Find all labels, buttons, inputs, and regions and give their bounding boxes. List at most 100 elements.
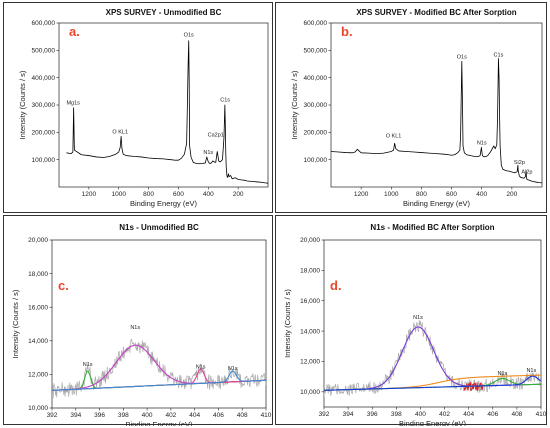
y-tick-label: 10,000	[28, 405, 48, 412]
peak-annotation: N1s	[196, 365, 206, 371]
panel-label: c.	[58, 278, 69, 293]
y-tick-label: 12,000	[28, 372, 48, 379]
peak-annotation: O1s	[457, 55, 467, 61]
x-tick-label: 396	[367, 411, 378, 418]
peak-annotation: N1s	[526, 368, 536, 374]
peak-annotation: N1s	[477, 141, 487, 147]
plot-frame	[51, 239, 267, 409]
x-tick-label: 398	[118, 412, 129, 419]
y-tick-label: 10,000	[300, 389, 320, 396]
y-tick-label: 20,000	[300, 237, 320, 244]
x-tick-label: 410	[536, 411, 547, 418]
panel-label: b.	[341, 24, 353, 39]
peak-annotation: O KL1	[112, 130, 128, 136]
x-tick-label: 400	[142, 412, 153, 419]
peak-annotation: N1s	[498, 371, 508, 377]
y-tick-label: 100,000	[304, 157, 328, 164]
x-axis-label: Binding Energy (eV)	[130, 199, 198, 208]
peak-annotation: C1s	[494, 52, 504, 58]
plot-frame	[330, 22, 543, 188]
x-tick-label: 200	[506, 191, 517, 198]
peak-annotation: N1s	[228, 366, 238, 372]
y-tick-label: 20,000	[28, 237, 48, 244]
peak-annotation: O KL1	[386, 133, 402, 139]
chart-a: XPS SURVEY - Unmodified BC 1200 1000 800 600…	[18, 8, 269, 208]
y-tick-label: 300,000	[32, 102, 56, 109]
x-tick-label: 396	[94, 412, 105, 419]
x-tick-label: 408	[237, 412, 248, 419]
chart-title: XPS SURVEY - Unmodified BC	[106, 8, 222, 17]
chart-c: N1s - Unmodified BC 392 394 396 398 400 402 404…	[11, 223, 272, 426]
x-tick-label: 400	[203, 191, 214, 198]
x-tick-label: 404	[463, 411, 474, 418]
x-tick-label: 800	[416, 191, 427, 198]
peak-annotation: N1s	[83, 362, 93, 368]
panel-label: a.	[69, 24, 80, 39]
y-tick-label: 600,000	[32, 20, 56, 27]
y-tick-label: 14,000	[300, 328, 320, 335]
y-tick-label: 200,000	[304, 130, 328, 137]
x-tick-label: 402	[165, 412, 176, 419]
x-tick-label: 402	[439, 411, 450, 418]
chart-title: N1s - Modified BC After Sorption	[370, 223, 494, 232]
y-tick-label: 400,000	[32, 75, 56, 82]
series-raw-red-line	[463, 382, 484, 392]
y-axis-label: Intensity (Counts / s)	[290, 70, 299, 139]
peak-annotation: Mg1s	[66, 100, 80, 106]
y-tick-label: 500,000	[32, 48, 56, 55]
y-tick-label: 12,000	[300, 359, 320, 366]
y-tick-label: 400,000	[304, 75, 328, 82]
x-tick-label: 400	[415, 411, 426, 418]
y-tick-label: 14,000	[28, 338, 48, 345]
y-tick-label: 200,000	[32, 130, 56, 137]
chart-b: XPS SURVEY - Modified BC After Sorption 1…	[290, 8, 543, 208]
x-tick-label: 406	[487, 411, 498, 418]
x-tick-label: 410	[261, 412, 272, 419]
y-tick-label: 18,000	[28, 271, 48, 278]
x-tick-label: 200	[233, 191, 244, 198]
y-tick-label: 18,000	[300, 268, 320, 275]
x-tick-label: 1200	[82, 191, 97, 198]
plot-frame	[323, 239, 542, 408]
series-peak4-line	[52, 370, 266, 391]
y-tick-label: 600,000	[304, 20, 328, 27]
y-tick-label: 100,000	[32, 157, 56, 164]
peak-annotation: Si2p	[514, 160, 525, 166]
x-tick-label: 398	[391, 411, 402, 418]
peak-annotation: N1s	[130, 325, 140, 331]
panel-d: N1s - Modified BC After Sorption 392 394 39…	[275, 215, 547, 426]
x-tick-label: 394	[70, 412, 81, 419]
x-tick-label: 404	[189, 412, 200, 419]
x-tick-label: 408	[511, 411, 522, 418]
panel-a: XPS SURVEY - Unmodified BC 1200 1000 800 600…	[3, 2, 273, 213]
peak-annotation: N1s	[413, 315, 423, 321]
x-axis-label: Binding Energy (eV)	[399, 419, 467, 426]
x-tick-label: 600	[446, 191, 457, 198]
peak-annotation: Al2p	[521, 169, 532, 175]
x-tick-label: 392	[47, 412, 58, 419]
x-tick-label: 600	[173, 191, 184, 198]
y-tick-label: 16,000	[300, 298, 320, 305]
y-tick-label: 500,000	[304, 48, 328, 55]
chart-title: N1s - Unmodified BC	[119, 223, 199, 232]
series-peak3-line	[324, 375, 541, 391]
y-tick-label: 16,000	[28, 304, 48, 311]
y-axis-label: Intensity (Counts / s)	[283, 289, 292, 358]
chart-title: XPS SURVEY - Modified BC After Sorption	[356, 8, 516, 17]
x-tick-label: 1200	[354, 191, 369, 198]
x-tick-label: 400	[476, 191, 487, 198]
panel-label: d.	[330, 278, 342, 293]
peak-annotation: C1s	[220, 98, 230, 104]
series-spectrum-line	[66, 40, 268, 184]
series-spectrum-line	[331, 58, 542, 184]
x-tick-label: 394	[343, 411, 354, 418]
x-axis-label: Binding Energy (eV)	[403, 199, 471, 208]
peak-annotation: Ca2p1	[208, 132, 224, 138]
y-tick-label: 300,000	[304, 102, 328, 109]
panel-c: N1s - Unmodified BC 392 394 396 398 400 402 404…	[3, 215, 273, 426]
chart-d: N1s - Modified BC After Sorption 392 394 39…	[283, 223, 547, 426]
peak-annotation: O1s	[184, 33, 194, 39]
plot-frame	[58, 22, 269, 188]
peak-annotation: N1s	[203, 150, 213, 156]
x-tick-label: 800	[143, 191, 154, 198]
